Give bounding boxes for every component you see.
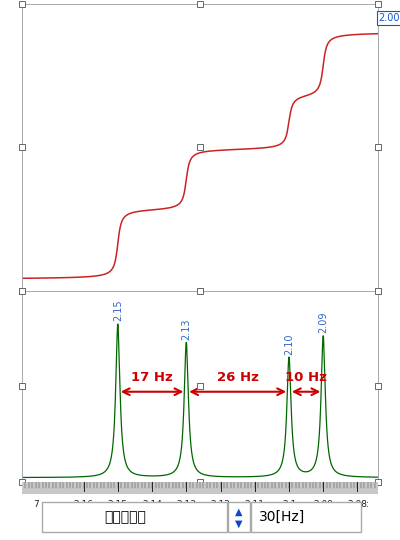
- Text: 2.15: 2.15: [113, 300, 123, 321]
- Text: 2.1: 2.1: [282, 500, 296, 509]
- Text: 2.16: 2.16: [74, 500, 94, 509]
- Text: 2.08: 2.08: [348, 500, 368, 509]
- Text: 26 Hz: 26 Hz: [217, 371, 258, 384]
- Text: 2.14: 2.14: [142, 500, 162, 509]
- Text: ▼: ▼: [235, 519, 243, 529]
- Text: 2.09: 2.09: [313, 500, 333, 509]
- Text: 2.13: 2.13: [181, 318, 191, 340]
- Text: 10 Hz: 10 Hz: [285, 371, 327, 384]
- Text: 2.10: 2.10: [284, 333, 294, 355]
- Text: 30[Hz]: 30[Hz]: [259, 510, 305, 524]
- Text: 2.00: 2.00: [379, 13, 400, 23]
- Text: 2.11: 2.11: [245, 500, 265, 509]
- Text: 積分の範囲: 積分の範囲: [104, 510, 146, 524]
- Bar: [42, 502, 227, 532]
- Text: 17 Hz: 17 Hz: [131, 371, 173, 384]
- Text: 2.12: 2.12: [211, 500, 230, 509]
- Text: :: :: [366, 500, 369, 509]
- Bar: [228, 502, 250, 532]
- Text: 2.09: 2.09: [318, 312, 328, 334]
- Text: 2.15: 2.15: [108, 500, 128, 509]
- Text: 2.13: 2.13: [176, 500, 196, 509]
- Text: ▲: ▲: [235, 507, 243, 517]
- Text: 7: 7: [33, 500, 38, 509]
- Bar: [251, 502, 361, 532]
